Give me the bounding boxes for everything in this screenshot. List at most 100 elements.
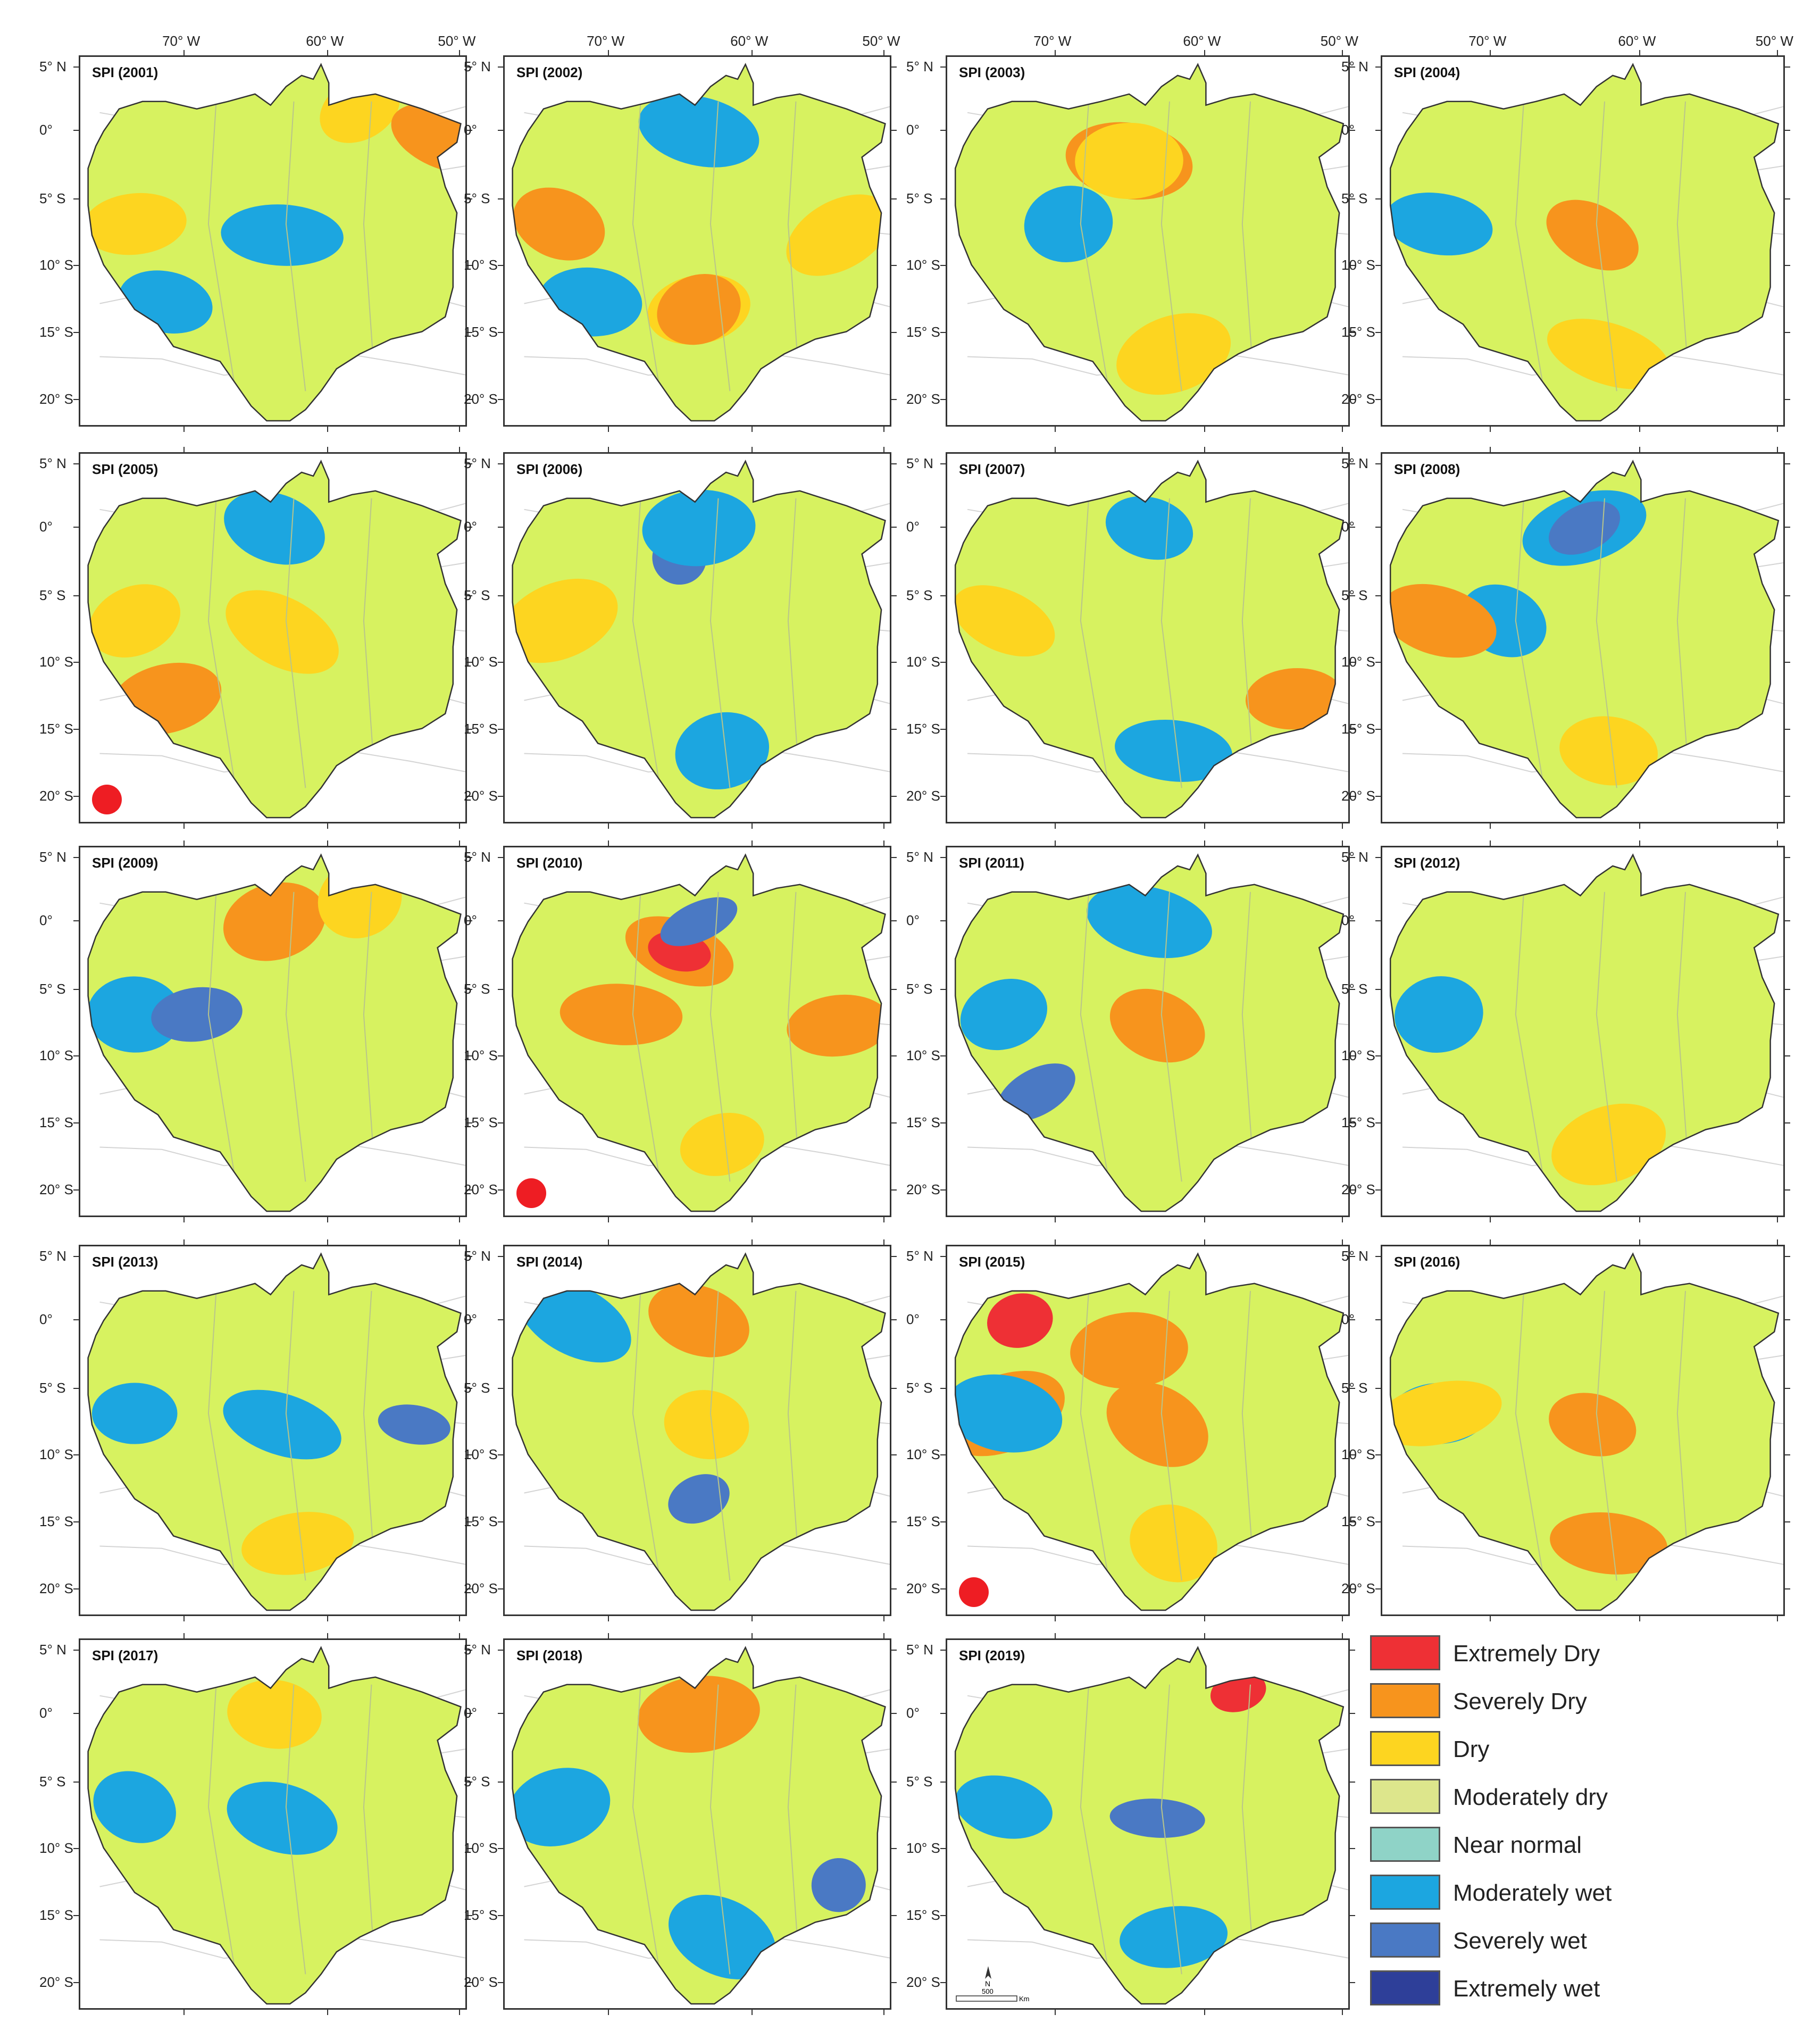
latitude-tick-label: 5° S [39, 1773, 66, 1789]
tick-mark [608, 447, 610, 452]
anomaly-patch [226, 590, 339, 674]
tick-mark [608, 1217, 610, 1222]
anomaly-patch [223, 882, 326, 961]
amazon-basin [1390, 461, 1779, 818]
tick-mark [1350, 526, 1355, 528]
tick-mark [940, 856, 946, 858]
state-boundary [207, 498, 236, 788]
tick-mark [1785, 1521, 1790, 1522]
anomaly-patch [1245, 668, 1343, 730]
tick-mark [940, 265, 946, 267]
tick-mark [1350, 1649, 1355, 1651]
tick-mark [467, 332, 472, 333]
tick-mark [1375, 1521, 1381, 1522]
basin-map [87, 460, 465, 819]
basin-outline [1389, 460, 1780, 819]
tick-mark [498, 1454, 503, 1456]
state-boundary [632, 892, 661, 1182]
tick-mark [1350, 1454, 1355, 1456]
tick-mark [467, 1521, 472, 1522]
tick-mark [183, 1239, 185, 1245]
latitude-tick-label: 15° S [1341, 1114, 1375, 1130]
basin-map [1389, 853, 1783, 1212]
state-boundary [787, 101, 800, 392]
tick-mark [467, 129, 472, 131]
tick-mark [467, 662, 472, 663]
tick-mark [752, 2010, 753, 2015]
tick-mark [940, 1189, 946, 1191]
anomaly-patch [518, 1278, 631, 1363]
tick-mark [1375, 398, 1381, 400]
latitude-tick-label: 20° S [906, 1974, 940, 1990]
tick-mark [1785, 1319, 1790, 1320]
tick-mark [1204, 50, 1206, 55]
latitude-tick-label: 15° S [464, 1907, 498, 1923]
legend-label: Severely Dry [1453, 1688, 1587, 1714]
map-panel: SPI (2004) [1381, 55, 1785, 427]
tick-mark [73, 1649, 79, 1651]
tick-mark [498, 662, 503, 663]
tick-mark [752, 1217, 753, 1222]
map-panel: SPI (2018) [503, 1638, 891, 2010]
tick-mark [183, 840, 185, 846]
tick-mark [73, 595, 79, 596]
tick-mark [73, 856, 79, 858]
latitude-tick-label: 5° N [1341, 58, 1368, 74]
legend-swatch [1370, 1827, 1440, 1862]
latitude-tick-label: 5° S [464, 980, 490, 997]
tick-mark [891, 332, 897, 333]
state-boundary [1241, 892, 1255, 1182]
latitude-tick-label: 10° S [906, 1446, 940, 1463]
latitude-tick-label: 5° S [464, 587, 490, 603]
anomaly-patch [224, 491, 325, 565]
panel-title: SPI (2003) [959, 64, 1025, 80]
latitude-tick-label: 5° S [1341, 980, 1368, 997]
tick-mark [1375, 265, 1381, 267]
tick-mark [498, 595, 503, 596]
latitude-tick-label: 20° S [906, 1580, 940, 1596]
tick-mark [73, 1055, 79, 1057]
tick-mark [73, 1189, 79, 1191]
anomaly-patch [513, 187, 605, 261]
tick-mark [498, 463, 503, 464]
state-boundary [1676, 1291, 1690, 1581]
basin-outline [87, 1252, 462, 1611]
tick-mark [752, 1616, 753, 1621]
basin-outline [512, 460, 886, 819]
basin-map [87, 63, 465, 422]
legend-label: Extremely wet [1453, 1976, 1600, 2002]
legend-label: Extremely Dry [1453, 1641, 1600, 1667]
anomaly-patch [1109, 988, 1205, 1063]
tick-mark [940, 662, 946, 663]
panel-title: SPI (2002) [516, 64, 583, 80]
tick-mark [498, 66, 503, 68]
tick-mark [1350, 1255, 1355, 1257]
basin-outline [87, 63, 462, 422]
tick-mark [498, 795, 503, 797]
tick-mark [1785, 1255, 1790, 1257]
basin-outline [87, 853, 462, 1212]
tick-mark [940, 1454, 946, 1456]
scale-unit: Km [1019, 1995, 1030, 2003]
latitude-tick-label: 10° S [39, 1446, 73, 1463]
tick-mark [498, 129, 503, 131]
tick-mark [1490, 447, 1491, 452]
tick-mark [327, 1616, 329, 1621]
panel-title: SPI (2017) [92, 1647, 158, 1663]
anomaly-layer [89, 491, 339, 735]
tick-mark [891, 1915, 897, 1916]
amazon-basin [955, 461, 1343, 818]
state-boundary [1596, 1291, 1617, 1581]
tick-mark [940, 1848, 946, 1850]
basin-outline [1389, 853, 1780, 1212]
basin-map [87, 853, 465, 1212]
tick-mark [1375, 856, 1381, 858]
latitude-tick-label: 0° [906, 121, 920, 138]
tick-mark [1490, 427, 1491, 432]
map-panel: SPI (2014) [503, 1245, 891, 1616]
latitude-tick-label: 15° S [906, 1907, 940, 1923]
amazon-basin [512, 461, 886, 818]
tick-mark [459, 50, 461, 55]
tick-mark [940, 463, 946, 464]
tick-mark [891, 1982, 897, 1983]
